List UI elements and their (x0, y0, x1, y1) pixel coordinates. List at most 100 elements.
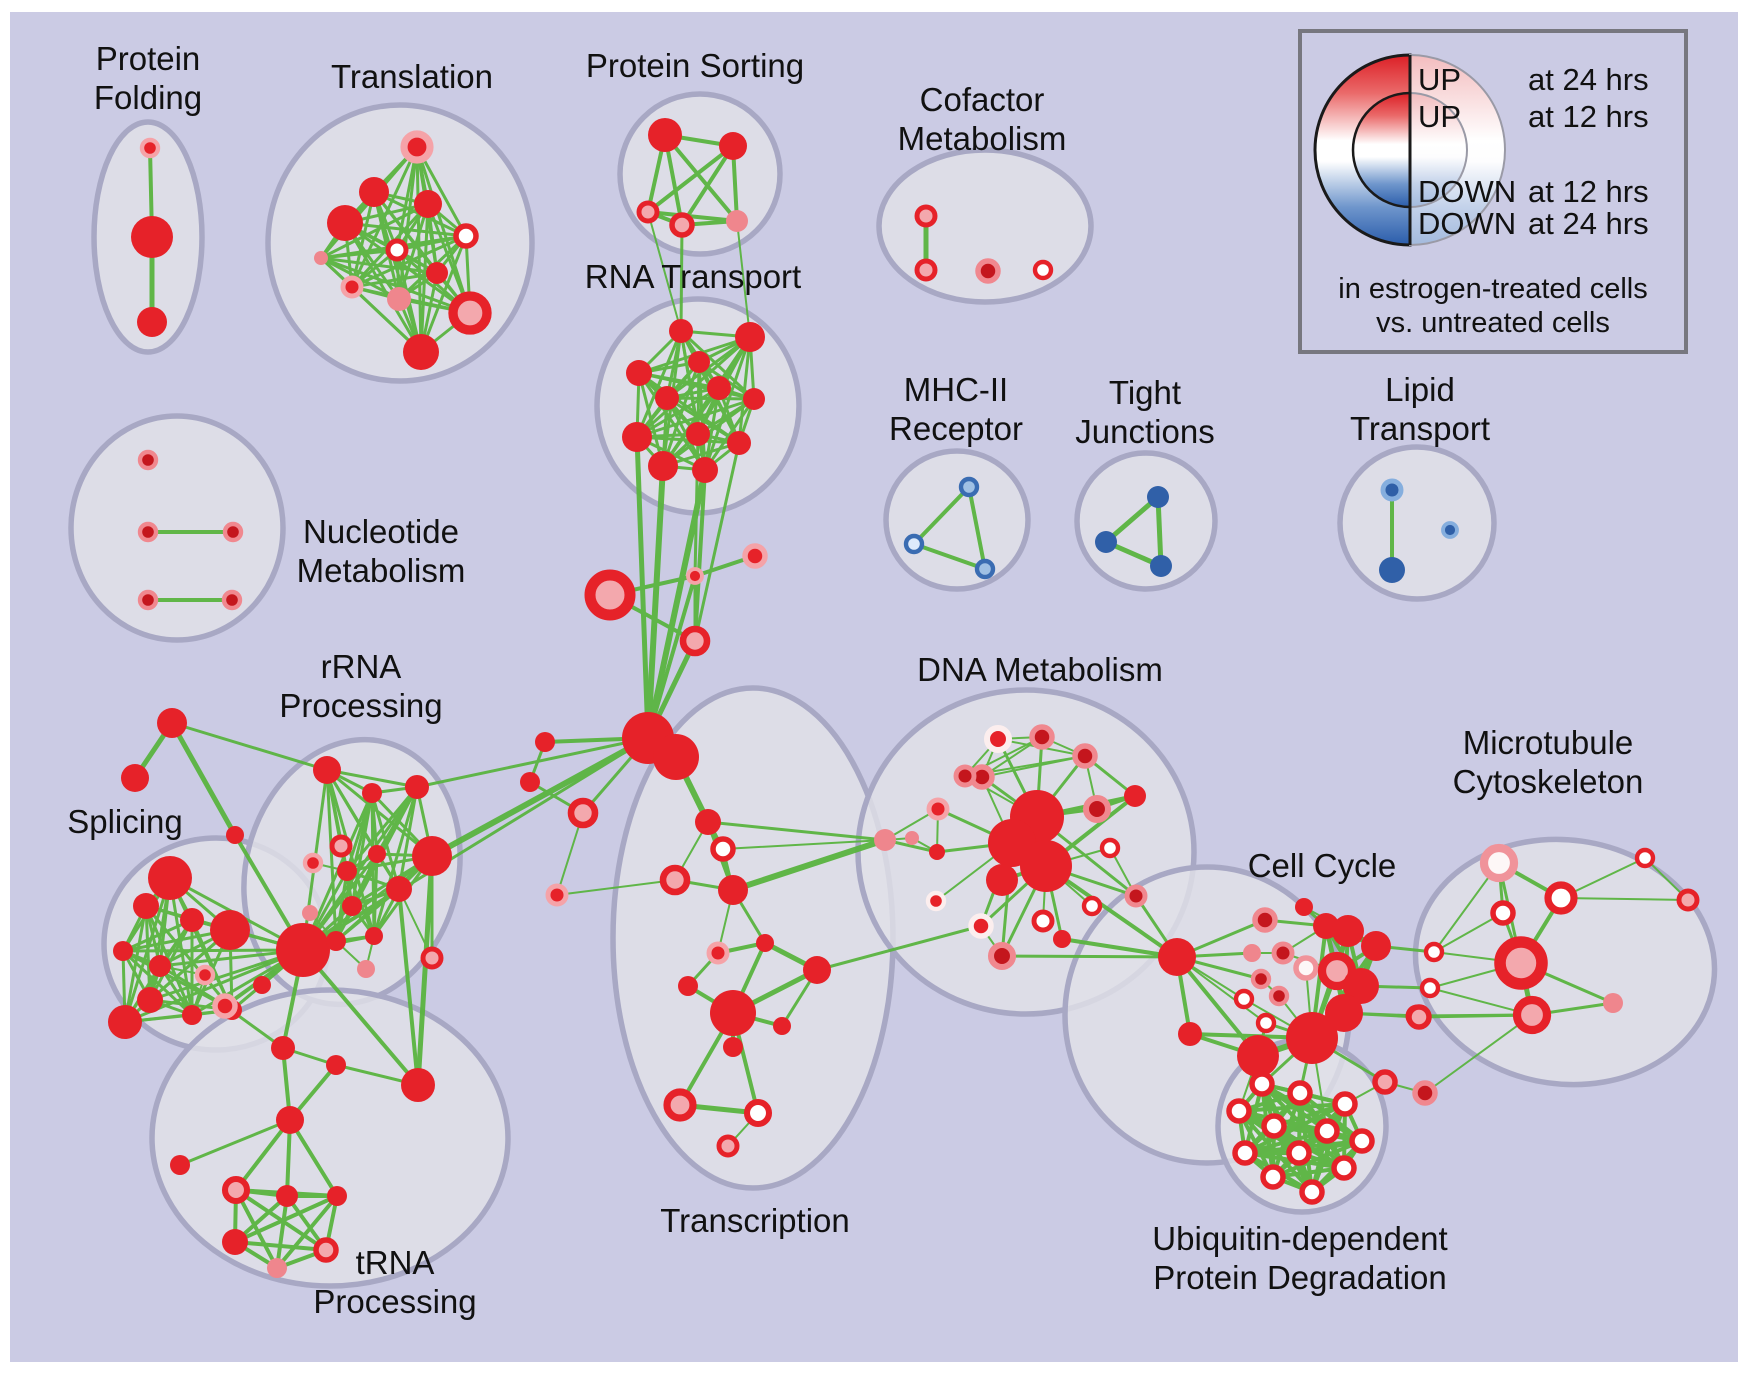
node-cf2[interactable] (914, 258, 938, 282)
node-nm4[interactable] (137, 589, 159, 611)
node-cc17[interactable] (1178, 1022, 1202, 1046)
node-ub10[interactable] (1260, 1164, 1286, 1190)
node-sp5[interactable] (133, 893, 159, 919)
node-nm3[interactable] (222, 521, 244, 543)
node-tn3[interactable] (326, 1055, 346, 1075)
node-ub4[interactable] (1226, 1098, 1252, 1124)
node-tx5[interactable] (756, 934, 774, 952)
node-mt4[interactable] (1423, 941, 1445, 963)
node-cc15[interactable] (1286, 1012, 1338, 1064)
node-mt10[interactable] (1676, 888, 1700, 912)
node-tx11[interactable] (723, 1037, 743, 1057)
node-tn9[interactable] (222, 1229, 248, 1255)
node-nm2[interactable] (137, 521, 159, 543)
node-dm6[interactable] (1082, 794, 1112, 824)
node-lf2[interactable] (520, 772, 540, 792)
node-mh2[interactable] (903, 533, 925, 555)
node-tx8[interactable] (803, 956, 831, 984)
node-fn1[interactable] (686, 567, 704, 585)
node-so1[interactable] (648, 118, 682, 152)
node-tl10[interactable] (448, 291, 492, 335)
node-cc7[interactable] (1271, 941, 1295, 965)
node-sp15[interactable] (253, 976, 271, 994)
node-ub12[interactable] (1299, 1179, 1325, 1205)
node-tj2[interactable] (1095, 531, 1117, 553)
node-dm3[interactable] (1072, 743, 1098, 769)
node-tl8[interactable] (340, 275, 364, 299)
node-sp3[interactable] (226, 826, 244, 844)
node-cc4[interactable] (1332, 915, 1364, 947)
node-dm17[interactable] (1081, 895, 1103, 917)
node-lf3[interactable] (567, 797, 599, 829)
node-cc1[interactable] (1252, 907, 1278, 933)
node-tl5[interactable] (385, 238, 409, 262)
node-nm5[interactable] (221, 589, 243, 611)
node-dm12[interactable] (929, 844, 945, 860)
node-rr1[interactable] (313, 756, 341, 784)
node-dm20[interactable] (1053, 930, 1071, 948)
node-tx2[interactable] (710, 836, 736, 862)
node-cc2[interactable] (1295, 898, 1313, 916)
node-mt5[interactable] (1494, 936, 1548, 990)
node-sp6[interactable] (180, 908, 204, 932)
node-mt1[interactable] (1479, 843, 1519, 883)
node-sp4[interactable] (148, 856, 192, 900)
node-cn1[interactable] (874, 829, 896, 851)
node-dm22[interactable] (1031, 909, 1055, 933)
node-rt6[interactable] (707, 376, 731, 400)
node-rt8[interactable] (622, 422, 652, 452)
node-rr3[interactable] (405, 775, 429, 799)
node-rr2[interactable] (362, 783, 382, 803)
node-cc8[interactable] (1293, 955, 1319, 981)
node-rr7[interactable] (368, 845, 386, 863)
node-mh3[interactable] (974, 558, 996, 580)
node-tl7[interactable] (426, 262, 448, 284)
node-tn8[interactable] (327, 1186, 347, 1206)
node-tx1[interactable] (695, 809, 721, 835)
node-cc21[interactable] (1237, 1035, 1279, 1077)
node-dm10[interactable] (1020, 840, 1072, 892)
node-tx6[interactable] (706, 941, 730, 965)
node-sp11[interactable] (137, 987, 163, 1013)
node-tx4[interactable] (718, 875, 748, 905)
node-dm13[interactable] (953, 764, 977, 788)
node-mt3[interactable] (1490, 900, 1516, 926)
node-tn2[interactable] (271, 1036, 295, 1060)
node-rt5[interactable] (688, 351, 710, 373)
node-pf2[interactable] (131, 216, 173, 258)
node-rr11[interactable] (302, 905, 318, 921)
node-tl9[interactable] (387, 287, 411, 311)
node-dm19[interactable] (925, 890, 947, 912)
node-sp10[interactable] (194, 964, 216, 986)
node-rr14[interactable] (420, 946, 444, 970)
node-dm11[interactable] (986, 864, 1018, 896)
node-rr12[interactable] (326, 931, 346, 951)
node-cc19[interactable] (1412, 1080, 1438, 1106)
node-pf1[interactable] (139, 137, 161, 159)
node-tn4[interactable] (276, 1106, 304, 1134)
node-dm1[interactable] (983, 724, 1013, 754)
node-sp7[interactable] (210, 910, 250, 950)
node-lf1[interactable] (535, 732, 555, 752)
node-ub6[interactable] (1314, 1118, 1340, 1144)
node-rt3[interactable] (626, 360, 652, 386)
node-mt6[interactable] (1419, 977, 1441, 999)
node-ub2[interactable] (1287, 1080, 1313, 1106)
node-tn10[interactable] (313, 1237, 339, 1263)
node-cc6[interactable] (1243, 944, 1261, 962)
node-tx13[interactable] (743, 1098, 773, 1128)
node-so5[interactable] (726, 210, 748, 232)
node-sp13[interactable] (182, 1005, 202, 1025)
node-dm5[interactable] (926, 797, 950, 821)
node-tl2[interactable] (359, 177, 389, 207)
node-dm21[interactable] (987, 941, 1017, 971)
node-rt11[interactable] (648, 451, 678, 481)
node-tl11[interactable] (403, 334, 439, 370)
node-tl4[interactable] (414, 190, 442, 218)
node-lt1[interactable] (1380, 478, 1404, 502)
node-rr9[interactable] (386, 876, 412, 902)
node-so4[interactable] (669, 212, 695, 238)
node-rt7[interactable] (743, 388, 765, 410)
node-rr10[interactable] (342, 896, 362, 916)
node-fn3[interactable] (584, 569, 636, 621)
